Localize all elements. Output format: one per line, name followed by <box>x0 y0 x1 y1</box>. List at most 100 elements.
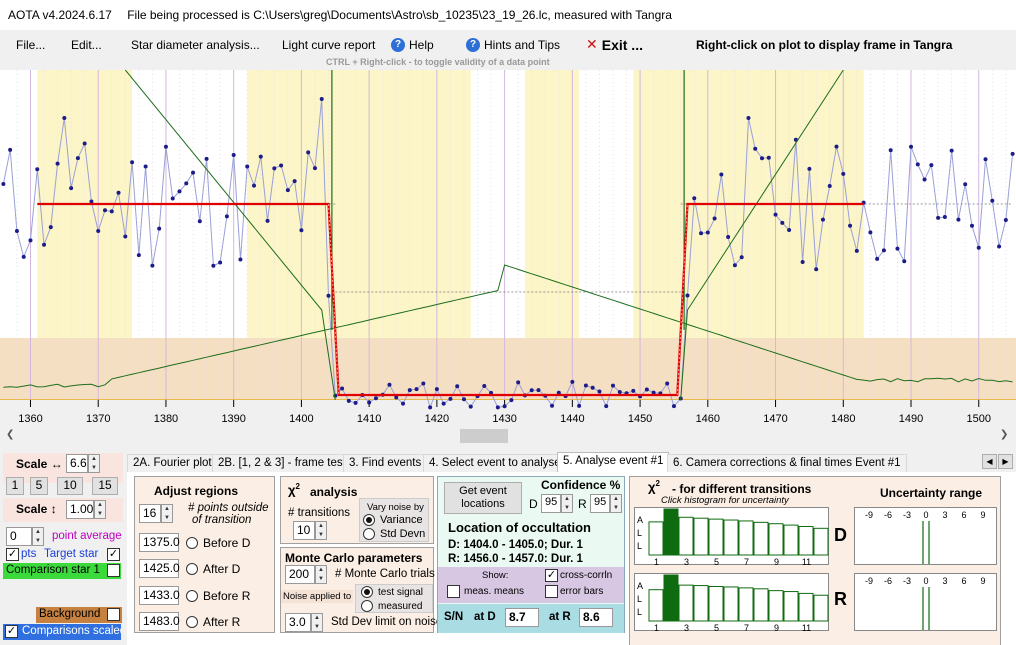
meas-means-label: meas. means <box>464 586 525 597</box>
trials-input[interactable]: 200 <box>285 565 315 584</box>
variance-radio[interactable]: Variance <box>363 514 423 526</box>
std-limit-input[interactable]: 3.0 <box>285 613 311 632</box>
right-click-hint-text: Right-click on plot to display frame in … <box>696 38 953 52</box>
scale-h-input[interactable]: 6.6 <box>66 454 88 473</box>
r-uncertainty-range[interactable]: -9 -6 -3 0 3 6 9 <box>854 573 997 631</box>
menu-star-diameter[interactable]: Star diameter analysis... <box>131 38 260 52</box>
meas-means-checkbox[interactable] <box>447 585 460 598</box>
data-point <box>306 150 311 155</box>
hist-bar <box>723 586 739 622</box>
r-chi-histogram[interactable]: A L L 1 3 5 7 9 11 <box>634 573 829 633</box>
std-devn-radio[interactable]: Std Devn <box>363 528 425 540</box>
trials-spinner[interactable]: ▲ ▼ <box>315 565 327 584</box>
points-outside-input[interactable]: 16 <box>139 504 161 523</box>
uncertainty-tick-label: -9 <box>865 510 873 520</box>
before-r-radio[interactable]: Before R <box>186 589 250 603</box>
hist-bar <box>648 589 664 622</box>
measured-label: measured <box>378 600 423 612</box>
scale-preset-5[interactable]: 5 <box>30 477 48 495</box>
menu-exit-label: Exit ... <box>601 36 643 53</box>
tab-fourier-plot[interactable]: 2A. Fourier plot <box>127 454 218 473</box>
measured-radio[interactable]: measured <box>361 600 422 612</box>
scale-v-input[interactable]: 1.00 <box>66 500 94 519</box>
plot-scrollbar[interactable]: ❮ ❯ <box>0 428 1016 444</box>
data-point <box>834 144 839 149</box>
menu-hints[interactable]: ? Hints and Tips <box>466 38 560 52</box>
data-point <box>441 401 446 406</box>
d-chi-histogram[interactable]: A L L 1 3 5 7 9 11 <box>634 507 829 567</box>
target-star-checkbox[interactable]: ✓ <box>107 548 120 561</box>
scroll-right-icon[interactable]: ❯ <box>1000 429 1009 440</box>
scroll-thumb[interactable] <box>460 429 508 443</box>
uncertainty-tick-label: -3 <box>903 576 911 586</box>
error-bars-checkbox[interactable] <box>545 585 558 598</box>
tab-select-event[interactable]: 4. Select event to analyse <box>423 454 567 473</box>
data-point <box>583 383 588 388</box>
after-r-radio[interactable]: After R <box>186 615 240 629</box>
x-tick-label: 1430 <box>492 413 516 425</box>
menu-edit[interactable]: Edit... <box>71 38 102 52</box>
chi-descent-curve <box>124 70 336 401</box>
transitions-input[interactable]: 10 <box>293 521 315 540</box>
transitions-spinner[interactable]: ▲ ▼ <box>315 521 327 540</box>
data-point <box>760 156 764 161</box>
menu-file[interactable]: File... <box>16 38 45 52</box>
conf-d-input[interactable]: 95 <box>541 494 561 513</box>
conf-r-input[interactable]: 95 <box>590 494 610 513</box>
d-uncertainty-range[interactable]: -9 -6 -3 0 3 6 9 <box>854 507 997 565</box>
scale-preset-10[interactable]: 10 <box>57 477 83 495</box>
point-average-spinner[interactable]: ▲ ▼ <box>32 527 44 546</box>
data-point <box>116 190 121 195</box>
after-d-radio[interactable]: After D <box>186 562 240 576</box>
scale-preset-1[interactable]: 1 <box>6 477 24 495</box>
background-checkbox[interactable] <box>107 608 120 621</box>
hist-bar <box>723 519 739 556</box>
points-outside-spinner[interactable]: ▲ ▼ <box>161 504 173 523</box>
comparisons-scaled-checkbox[interactable]: ✓ <box>5 625 18 638</box>
after-d-input[interactable]: 1425.0 <box>139 559 180 578</box>
scale-preset-15[interactable]: 15 <box>92 477 118 495</box>
scale-h-spinner[interactable]: ▲ ▼ <box>88 454 100 473</box>
scale-v-spinner[interactable]: ▲ ▼ <box>94 500 106 519</box>
menu-help[interactable]: ? Help <box>391 38 434 52</box>
comparison-star-checkbox[interactable] <box>107 564 120 577</box>
data-point <box>150 263 155 268</box>
menu-light-curve-report[interactable]: Light curve report <box>282 38 375 52</box>
before-r-input[interactable]: 1433.0 <box>139 586 180 605</box>
conf-r-spinner[interactable]: ▲ ▼ <box>610 494 622 513</box>
data-point <box>929 163 934 168</box>
get-event-locations-button[interactable]: Get event locations <box>444 482 522 514</box>
data-point <box>434 387 439 392</box>
data-point <box>875 256 880 261</box>
tab-analyse-event[interactable]: 5. Analyse event #1 <box>557 452 670 474</box>
menu-exit[interactable]: ✕ Exit ... <box>586 36 643 53</box>
before-d-radio[interactable]: Before D <box>186 536 250 550</box>
after-r-input[interactable]: 1483.0 <box>139 612 180 631</box>
before-d-input[interactable]: 1375.0 <box>139 533 180 552</box>
question-circle-icon: ? <box>466 38 480 52</box>
chi-analysis-title: analysis <box>310 485 358 499</box>
data-point <box>685 293 690 298</box>
tab-camera-corrections[interactable]: 6. Camera corrections & final times Even… <box>667 454 907 473</box>
hist-bar <box>768 590 784 622</box>
std-limit-spinner[interactable]: ▲ ▼ <box>311 613 323 632</box>
scroll-left-icon[interactable]: ❮ <box>6 429 15 440</box>
r-uncertainty-plot: -9 -6 -3 0 3 6 9 <box>865 576 986 630</box>
conf-d-label: D <box>529 497 538 511</box>
before-r-label: Before R <box>203 589 251 603</box>
tab-scroll-left-icon[interactable]: ◀ <box>982 454 997 469</box>
light-curve-plot[interactable]: 1360 1370 1380 1390 1400 1410 1420 1430 1440 1450… <box>0 70 1016 428</box>
uncertainty-tick-label: -9 <box>865 576 873 586</box>
conf-d-spinner[interactable]: ▲ ▼ <box>561 494 573 513</box>
test-signal-radio[interactable]: test signal <box>361 586 423 598</box>
data-point <box>130 160 135 165</box>
cross-corr-checkbox[interactable]: ✓ <box>545 569 558 582</box>
menu-file-label: File... <box>16 38 46 52</box>
tab-find-events[interactable]: 3. Find events <box>343 454 428 473</box>
tab-frame-test[interactable]: 2B. [1, 2 & 3] - frame test <box>212 454 352 473</box>
point-average-input[interactable]: 0 <box>6 527 32 546</box>
scale-h-label: Scale ↔ <box>16 457 63 471</box>
pts-checkbox[interactable]: ✓ <box>6 548 19 561</box>
tab-scroll-right-icon[interactable]: ▶ <box>998 454 1013 469</box>
data-point <box>394 395 399 400</box>
